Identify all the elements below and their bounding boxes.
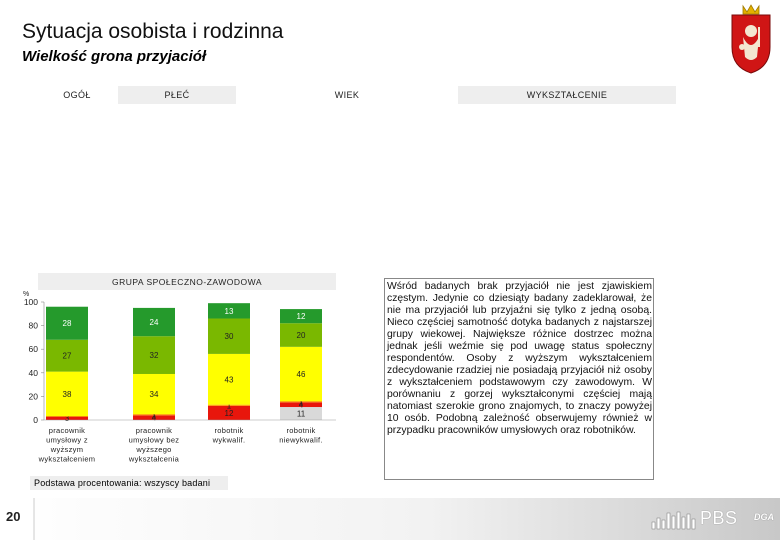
data-label: 38 bbox=[63, 390, 72, 399]
bar-segment bbox=[280, 346, 322, 402]
bar-segment bbox=[208, 405, 250, 420]
bar-segment bbox=[133, 415, 175, 420]
category-label: wyższego bbox=[135, 445, 171, 454]
y-tick-label: 100 bbox=[24, 297, 38, 307]
bar-segment bbox=[46, 371, 88, 417]
data-label: 27 bbox=[63, 352, 72, 361]
bar-segment bbox=[133, 307, 175, 337]
y-tick-label: 0 bbox=[33, 415, 38, 425]
page-subtitle: Wielkość grona przyjaciół bbox=[22, 48, 207, 65]
data-label: 3 bbox=[65, 414, 70, 423]
category-label: pracownik bbox=[49, 426, 85, 435]
bars-logo-icon bbox=[651, 511, 696, 530]
bar-segment bbox=[133, 373, 175, 415]
bar-segment bbox=[208, 404, 250, 406]
footer-band bbox=[0, 498, 780, 540]
data-label: 32 bbox=[150, 351, 159, 360]
bar-segment bbox=[280, 323, 322, 347]
category-label: wyższym bbox=[50, 445, 84, 454]
y-tick-label: 60 bbox=[29, 344, 39, 354]
y-tick-label: 20 bbox=[29, 391, 39, 401]
y-tick-label: 40 bbox=[29, 368, 39, 378]
data-label: 24 bbox=[150, 318, 159, 327]
data-label: 1 bbox=[152, 411, 157, 420]
bar-segment bbox=[133, 414, 175, 416]
bar-segment bbox=[280, 309, 322, 324]
data-label: 12 bbox=[297, 312, 306, 321]
category-label: robotnik bbox=[214, 426, 243, 435]
data-label: 11 bbox=[297, 410, 306, 419]
bar-segment bbox=[46, 416, 88, 420]
category-label: wykształcenia bbox=[128, 455, 180, 464]
data-label: 43 bbox=[225, 375, 234, 384]
bar-segment bbox=[46, 306, 88, 340]
bar-segment bbox=[133, 336, 175, 374]
header-plec: PŁEĆ bbox=[118, 86, 236, 104]
bar-segment bbox=[46, 339, 88, 372]
category-label: umysłowy z bbox=[46, 436, 88, 445]
data-label: 1 bbox=[299, 398, 304, 407]
page-number: 20 bbox=[6, 509, 21, 524]
crest-logo bbox=[729, 3, 773, 75]
header-wiek: WIEK bbox=[334, 90, 360, 100]
brand-logo: PBS bbox=[700, 508, 738, 528]
bar-segment bbox=[280, 407, 322, 420]
page-title: Sytuacja osobista i rodzinna bbox=[22, 20, 284, 43]
y-axis-label: % bbox=[23, 291, 29, 298]
data-label: 12 bbox=[225, 409, 234, 418]
bar-segment bbox=[208, 303, 250, 319]
data-label: 20 bbox=[297, 331, 306, 340]
data-label: 28 bbox=[63, 319, 72, 328]
data-label: 4 bbox=[299, 401, 304, 410]
data-label: 1 bbox=[227, 401, 232, 410]
brand-logo-suffix: DGA bbox=[754, 512, 774, 522]
bar-segment bbox=[208, 318, 250, 354]
data-label: 30 bbox=[225, 332, 234, 341]
data-label: 13 bbox=[225, 307, 234, 316]
category-label: robotnik bbox=[286, 426, 315, 435]
data-label: 4 bbox=[152, 414, 157, 423]
category-label: wykwalif. bbox=[212, 436, 246, 445]
y-tick-label: 80 bbox=[29, 321, 39, 331]
bar-segment bbox=[280, 402, 322, 408]
commentary-text: Wśród badanych brak przyjaciół nie jest … bbox=[384, 278, 654, 480]
header-ogol: OGÓŁ bbox=[63, 90, 91, 100]
header-wyksztalcenie: WYKSZTAŁCENIE bbox=[458, 86, 676, 104]
category-label: wykształceniem bbox=[38, 455, 96, 464]
data-label: 34 bbox=[150, 390, 159, 399]
bar-segment bbox=[280, 401, 322, 403]
bar-segment bbox=[208, 353, 250, 405]
chart-title: GRUPA SPOŁECZNO-ZAWODOWA bbox=[38, 273, 336, 290]
category-label: niewykwalif. bbox=[279, 436, 323, 445]
category-label: umysłowy bez bbox=[129, 436, 180, 445]
footnote: Podstawa procentowania: wszyscy badani bbox=[30, 476, 228, 490]
data-label: 46 bbox=[297, 370, 306, 379]
category-label: pracownik bbox=[136, 426, 172, 435]
